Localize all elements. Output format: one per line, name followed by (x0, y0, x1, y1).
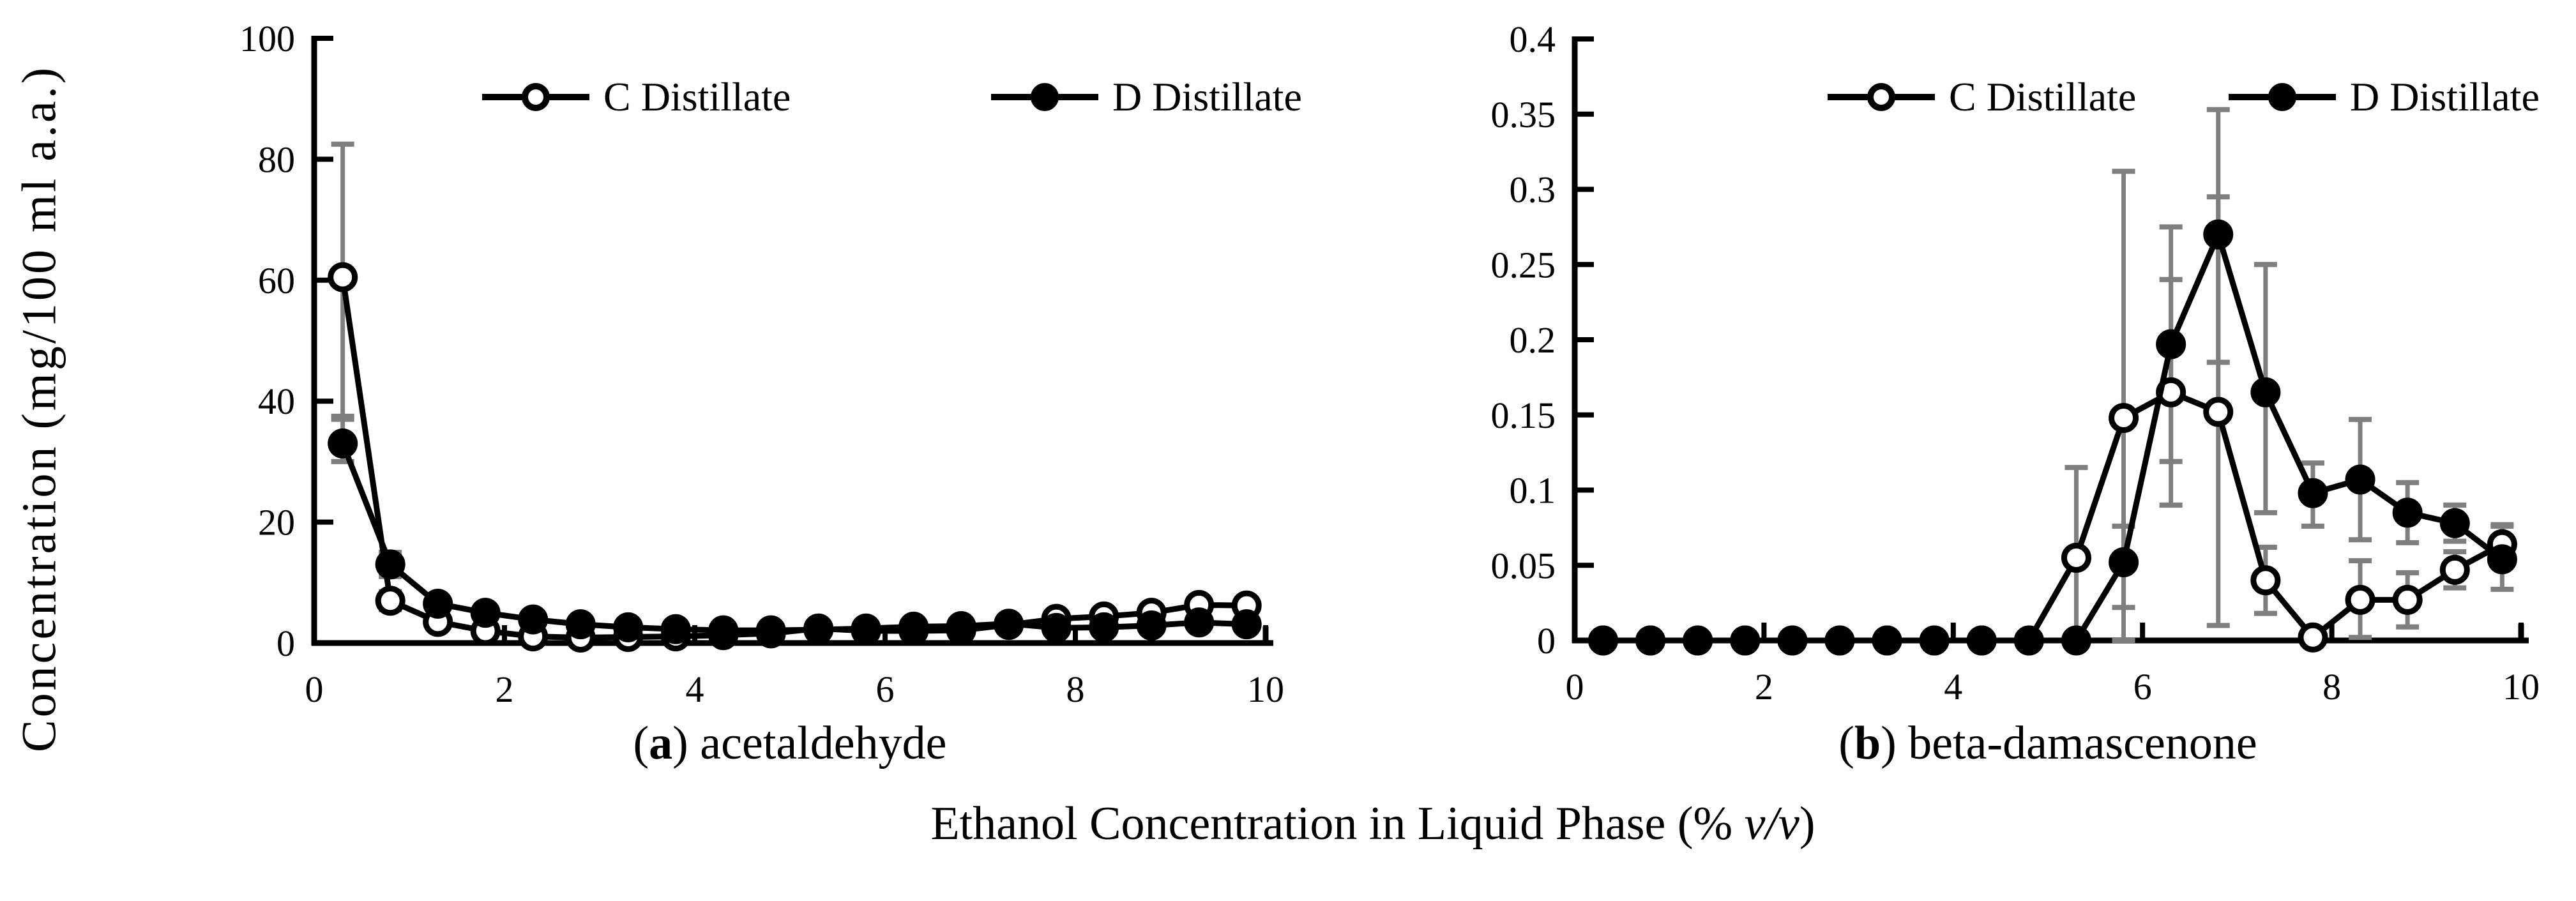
svg-text:8: 8 (2322, 666, 2341, 708)
svg-text:4: 4 (1944, 666, 1962, 708)
svg-text:4: 4 (686, 669, 704, 710)
svg-text:0.3: 0.3 (1510, 169, 1556, 211)
svg-text:0.1: 0.1 (1510, 470, 1556, 511)
legend-label: C Distillate (603, 74, 791, 119)
svg-text:2: 2 (1755, 666, 1773, 708)
svg-text:0.25: 0.25 (1491, 244, 1556, 285)
x-axis-label: Ethanol Concentration in Liquid Phase (%… (930, 798, 1815, 850)
svg-text:0.4: 0.4 (1510, 19, 1556, 60)
caption-letter: a (649, 717, 673, 769)
legend-label: D Distillate (2350, 74, 2540, 119)
legend-entry-c-distillate-a: C Distillate (482, 72, 791, 123)
svg-text:0: 0 (1566, 666, 1584, 708)
open-circle-marker-icon (1867, 83, 1895, 111)
svg-text:0.15: 0.15 (1491, 395, 1556, 436)
filled-circle-marker-icon (2268, 83, 2296, 111)
legend-line (482, 83, 589, 111)
legend-line (2229, 83, 2336, 111)
legend-line (1828, 83, 1935, 111)
svg-text:60: 60 (258, 260, 295, 301)
panel-b-chart: 0 0.05 0.1 0.15 0.2 0.25 0.3 0.35 0.4 0 2 4 6 8 10 (1491, 19, 2540, 708)
legend-label: D Distillate (1112, 74, 1302, 119)
svg-text:0: 0 (305, 669, 324, 710)
svg-text:100: 100 (239, 18, 295, 59)
svg-text:10: 10 (2503, 666, 2540, 708)
legend-line (991, 83, 1098, 111)
filled-circle-marker-icon (1031, 83, 1059, 111)
svg-text:0.35: 0.35 (1491, 94, 1556, 135)
open-circle-marker-icon (522, 83, 550, 111)
svg-text:80: 80 (258, 139, 295, 180)
svg-text:6: 6 (876, 669, 895, 710)
svg-text:8: 8 (1066, 669, 1085, 710)
svg-text:2: 2 (496, 669, 514, 710)
svg-text:40: 40 (258, 381, 295, 422)
svg-text:6: 6 (2133, 666, 2152, 708)
svg-text:20: 20 (258, 502, 295, 543)
svg-text:0: 0 (1537, 620, 1556, 662)
svg-text:0.05: 0.05 (1491, 545, 1556, 586)
svg-text:10: 10 (1247, 669, 1284, 710)
svg-text:0: 0 (277, 623, 295, 664)
caption-panel-a: (a) acetaldehyde (633, 717, 947, 769)
legend-entry-d-distillate-b: D Distillate (2229, 72, 2540, 123)
legend-label: C Distillate (1949, 74, 2137, 119)
panel-a-chart: 0 20 40 60 80 100 0 2 4 6 8 10 (239, 18, 1284, 710)
legend-entry-d-distillate-a: D Distillate (991, 72, 1302, 123)
caption-letter: b (1854, 717, 1881, 769)
legend-entry-c-distillate-b: C Distillate (1828, 72, 2136, 123)
caption-panel-b: (b) beta-damascenone (1838, 717, 2257, 769)
svg-text:0.2: 0.2 (1510, 319, 1556, 361)
